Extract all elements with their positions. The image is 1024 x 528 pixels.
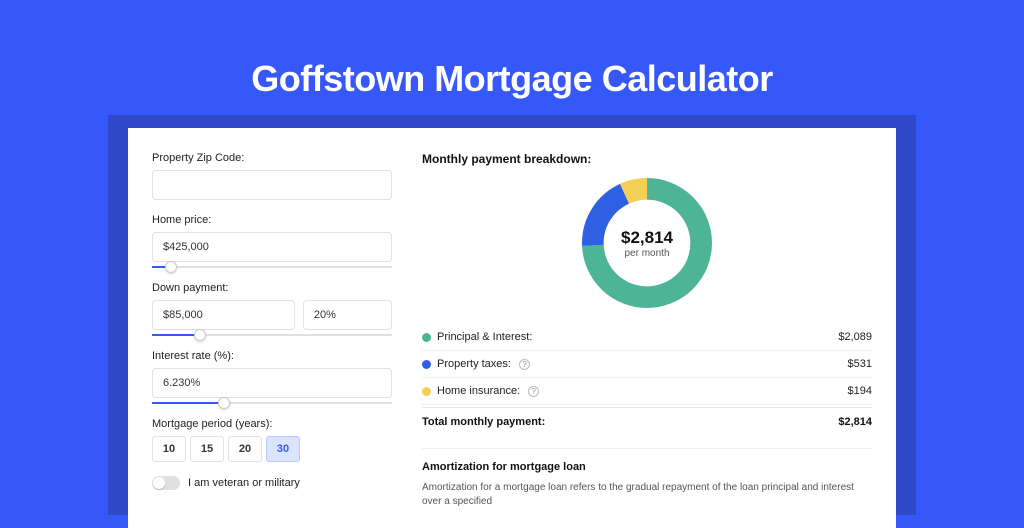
slider-thumb[interactable] — [218, 397, 230, 409]
veteran-toggle-label: I am veteran or military — [188, 477, 300, 489]
legend-value: $2,089 — [838, 331, 872, 343]
total-row: Total monthly payment: $2,814 — [422, 407, 872, 436]
page-title: Goffstown Mortgage Calculator — [0, 0, 1024, 122]
down-payment-label: Down payment: — [152, 282, 392, 294]
total-value: $2,814 — [838, 416, 872, 428]
period-btn-10[interactable]: 10 — [152, 436, 186, 462]
total-label: Total monthly payment: — [422, 416, 545, 428]
mortgage-period-field-group: Mortgage period (years): 10 15 20 30 — [152, 418, 392, 462]
legend-label: Property taxes: — [437, 358, 511, 370]
period-btn-15[interactable]: 15 — [190, 436, 224, 462]
veteran-toggle-row: I am veteran or military — [152, 476, 392, 490]
mortgage-period-buttons: 10 15 20 30 — [152, 436, 392, 462]
legend-label: Home insurance: — [437, 385, 520, 397]
info-icon[interactable]: ? — [528, 386, 539, 397]
down-payment-amount-input[interactable] — [152, 300, 295, 330]
zip-input[interactable] — [152, 170, 392, 200]
donut-sub: per month — [624, 248, 669, 259]
zip-label: Property Zip Code: — [152, 152, 392, 164]
slider-thumb[interactable] — [165, 261, 177, 273]
period-btn-20[interactable]: 20 — [228, 436, 262, 462]
donut-wrap: $2,814 per month — [422, 178, 872, 308]
legend-row-taxes: Property taxes: ? $531 — [422, 351, 872, 378]
donut-chart: $2,814 per month — [582, 178, 712, 308]
legend-row-insurance: Home insurance: ? $194 — [422, 378, 872, 405]
interest-rate-slider[interactable] — [152, 402, 392, 404]
interest-rate-field-group: Interest rate (%): — [152, 350, 392, 404]
legend-row-principal: Principal & Interest: $2,089 — [422, 324, 872, 351]
slider-fill — [152, 334, 200, 336]
legend-dot — [422, 387, 431, 396]
legend-dot — [422, 333, 431, 342]
home-price-field-group: Home price: — [152, 214, 392, 268]
down-payment-percent-input[interactable] — [303, 300, 392, 330]
info-icon[interactable]: ? — [519, 359, 530, 370]
slider-thumb[interactable] — [194, 329, 206, 341]
legend-dot — [422, 360, 431, 369]
legend: Principal & Interest: $2,089 Property ta… — [422, 324, 872, 436]
home-price-label: Home price: — [152, 214, 392, 226]
legend-value: $194 — [848, 385, 872, 397]
down-payment-field-group: Down payment: — [152, 282, 392, 336]
calculator-card: Property Zip Code: Home price: Down paym… — [128, 128, 896, 528]
legend-value: $531 — [848, 358, 872, 370]
amortization-text: Amortization for a mortgage loan refers … — [422, 481, 872, 509]
veteran-toggle[interactable] — [152, 476, 180, 490]
legend-label: Principal & Interest: — [437, 331, 532, 343]
period-btn-30[interactable]: 30 — [266, 436, 300, 462]
interest-rate-input[interactable] — [152, 368, 392, 398]
home-price-input[interactable] — [152, 232, 392, 262]
slider-fill — [152, 402, 224, 404]
form-column: Property Zip Code: Home price: Down paym… — [152, 152, 412, 504]
zip-field-group: Property Zip Code: — [152, 152, 392, 200]
down-payment-slider[interactable] — [152, 334, 392, 336]
interest-rate-label: Interest rate (%): — [152, 350, 392, 362]
amortization-section: Amortization for mortgage loan Amortizat… — [422, 448, 872, 509]
breakdown-column: Monthly payment breakdown: $2,814 per mo… — [412, 152, 872, 504]
home-price-slider[interactable] — [152, 266, 392, 268]
donut-amount: $2,814 — [621, 228, 673, 248]
mortgage-period-label: Mortgage period (years): — [152, 418, 392, 430]
amortization-title: Amortization for mortgage loan — [422, 461, 872, 473]
donut-center: $2,814 per month — [582, 178, 712, 308]
breakdown-title: Monthly payment breakdown: — [422, 152, 872, 166]
